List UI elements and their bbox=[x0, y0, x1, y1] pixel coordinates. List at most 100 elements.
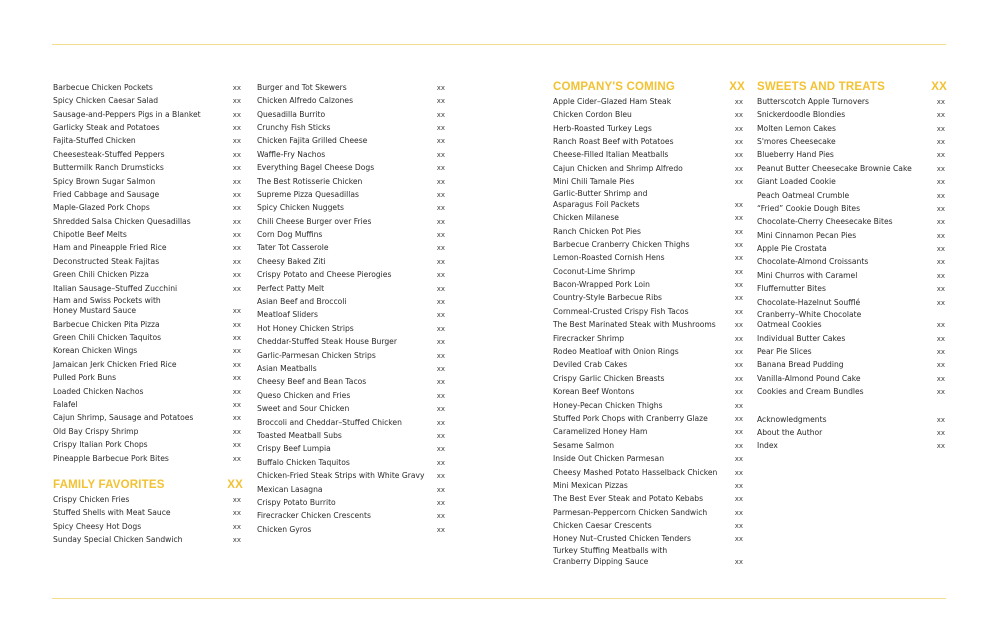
toc-entry[interactable]: Apple Cider–Glazed Ham Steak xx bbox=[553, 94, 745, 107]
toc-entry[interactable]: Chicken Caesar Crescents xx bbox=[553, 518, 745, 531]
toc-entry[interactable]: Cajun Chicken and Shrimp Alfredo xx bbox=[553, 161, 745, 174]
toc-entry[interactable]: Spicy Brown Sugar Salmon xx bbox=[53, 174, 243, 187]
toc-entry[interactable]: Cheesesteak-Stuffed Peppers xx bbox=[53, 147, 243, 160]
toc-entry[interactable]: Caramelized Honey Ham xx bbox=[553, 425, 745, 438]
toc-entry[interactable]: Molten Lemon Cakes xx bbox=[757, 121, 947, 134]
toc-entry[interactable]: Meatloaf Sliders xx bbox=[257, 308, 447, 321]
toc-entry[interactable]: Pineapple Barbecue Pork Bites xx bbox=[53, 451, 243, 464]
toc-entry[interactable]: Cheesy Beef and Bean Tacos xx bbox=[257, 375, 447, 388]
toc-entry[interactable]: Pear Pie Slices xx bbox=[757, 344, 947, 357]
toc-entry[interactable]: Mini Chili Tamale Pies xx bbox=[553, 174, 745, 187]
toc-entry[interactable]: Ranch Roast Beef with Potatoes xx bbox=[553, 134, 745, 147]
toc-entry[interactable]: Garlicky Steak and Potatoes xx bbox=[53, 120, 243, 133]
toc-entry[interactable]: Spicy Cheesy Hot Dogs xx bbox=[53, 519, 243, 532]
toc-entry[interactable]: Blueberry Hand Pies xx bbox=[757, 148, 947, 161]
toc-entry[interactable]: Falafel xx bbox=[53, 397, 243, 410]
toc-entry[interactable]: Crispy Beef Lumpia xx bbox=[257, 442, 447, 455]
toc-entry[interactable]: Barbecue Chicken Pockets xx bbox=[53, 80, 243, 93]
toc-entry[interactable]: Ham and Swiss Pockets with Honey Mustard… bbox=[53, 294, 243, 317]
toc-entry[interactable]: Corn Dog Muffins xx bbox=[257, 227, 447, 240]
toc-entry[interactable]: Snickerdoodle Blondies xx bbox=[757, 107, 947, 120]
toc-entry[interactable]: Chicken Milanese xx bbox=[553, 210, 745, 223]
toc-entry[interactable]: Apple Pie Crostata xx bbox=[757, 241, 947, 254]
toc-entry[interactable]: Bacon-Wrapped Pork Loin xx bbox=[553, 277, 745, 290]
toc-entry[interactable]: Crunchy Fish Sticks xx bbox=[257, 120, 447, 133]
toc-entry[interactable]: Buttermilk Ranch Drumsticks xx bbox=[53, 160, 243, 173]
toc-entry[interactable]: Cheesy Baked Ziti xx bbox=[257, 254, 447, 267]
toc-entry[interactable]: Green Chili Chicken Taquitos xx bbox=[53, 330, 243, 343]
toc-entry[interactable]: Chicken Fajita Grilled Cheese xx bbox=[257, 134, 447, 147]
toc-entry[interactable]: Everything Bagel Cheese Dogs xx bbox=[257, 160, 447, 173]
toc-entry[interactable]: Italian Sausage–Stuffed Zucchini xx bbox=[53, 281, 243, 294]
toc-entry[interactable]: Cranberry–White Chocolate Oatmeal Cookie… bbox=[757, 308, 947, 331]
toc-entry[interactable]: Sesame Salmon xx bbox=[553, 438, 745, 451]
toc-entry[interactable]: Parmesan-Peppercorn Chicken Sandwich xx bbox=[553, 505, 745, 518]
toc-entry[interactable]: Cajun Shrimp, Sausage and Potatoes xx bbox=[53, 411, 243, 424]
toc-entry[interactable]: Sweet and Sour Chicken xx bbox=[257, 401, 447, 414]
toc-entry[interactable]: Deconstructed Steak Fajitas xx bbox=[53, 254, 243, 267]
toc-entry[interactable]: Chicken Gyros xx bbox=[257, 522, 447, 535]
toc-entry[interactable]: About the Author xx bbox=[757, 425, 947, 438]
toc-entry[interactable]: Honey-Pecan Chicken Thighs xx bbox=[553, 398, 745, 411]
toc-entry[interactable]: Coconut-Lime Shrimp xx bbox=[553, 264, 745, 277]
toc-entry[interactable]: Crispy Chicken Fries xx bbox=[53, 492, 243, 505]
toc-entry[interactable]: The Best Rotisserie Chicken xx bbox=[257, 174, 447, 187]
toc-entry[interactable]: Pulled Pork Buns xx bbox=[53, 370, 243, 383]
toc-entry[interactable]: Hot Honey Chicken Strips xx bbox=[257, 321, 447, 334]
toc-entry[interactable]: Green Chili Chicken Pizza xx bbox=[53, 267, 243, 280]
toc-entry[interactable]: Butterscotch Apple Turnovers xx bbox=[757, 94, 947, 107]
toc-entry[interactable]: Barbecue Cranberry Chicken Thighs xx bbox=[553, 237, 745, 250]
toc-entry[interactable]: Asian Meatballs xx bbox=[257, 361, 447, 374]
toc-entry[interactable]: Maple-Glazed Pork Chops xx bbox=[53, 201, 243, 214]
toc-entry[interactable]: Lemon-Roasted Cornish Hens xx bbox=[553, 250, 745, 263]
section-heading[interactable]: FAMILY FAVORITES XX bbox=[53, 478, 243, 492]
toc-entry[interactable]: Queso Chicken and Fries xx bbox=[257, 388, 447, 401]
toc-entry[interactable]: Garlic-Butter Shrimp and Asparagus Foil … bbox=[553, 188, 745, 211]
toc-entry[interactable]: Honey Nut–Crusted Chicken Tenders xx bbox=[553, 532, 745, 545]
toc-entry[interactable]: Stuffed Shells with Meat Sauce xx bbox=[53, 506, 243, 519]
toc-entry[interactable]: Barbecue Chicken Pita Pizza xx bbox=[53, 317, 243, 330]
toc-entry[interactable]: Fajita-Stuffed Chicken xx bbox=[53, 134, 243, 147]
toc-entry[interactable]: Garlic-Parmesan Chicken Strips xx bbox=[257, 348, 447, 361]
toc-entry[interactable]: Crispy Potato and Cheese Pierogies xx bbox=[257, 267, 447, 280]
toc-entry[interactable]: Acknowledgments xx bbox=[757, 412, 947, 425]
toc-entry[interactable]: S'mores Cheesecake xx bbox=[757, 134, 947, 147]
toc-entry[interactable]: Crispy Potato Burrito xx bbox=[257, 495, 447, 508]
toc-entry[interactable]: Turkey Stuffing Meatballs with Cranberry… bbox=[553, 545, 745, 568]
toc-entry[interactable]: Firecracker Shrimp xx bbox=[553, 331, 745, 344]
toc-entry[interactable]: Mexican Lasagna xx bbox=[257, 482, 447, 495]
toc-entry[interactable]: Mini Churros with Caramel xx bbox=[757, 268, 947, 281]
toc-entry[interactable]: Crispy Garlic Chicken Breasts xx bbox=[553, 371, 745, 384]
toc-entry[interactable]: Spicy Chicken Caesar Salad xx bbox=[53, 93, 243, 106]
toc-entry[interactable]: Firecracker Chicken Crescents xx bbox=[257, 509, 447, 522]
toc-entry[interactable]: Waffle-Fry Nachos xx bbox=[257, 147, 447, 160]
toc-entry[interactable]: Sausage-and-Peppers Pigs in a Blanket xx bbox=[53, 107, 243, 120]
toc-entry[interactable]: Country-Style Barbecue Ribs xx bbox=[553, 291, 745, 304]
toc-entry[interactable]: Perfect Patty Melt xx bbox=[257, 281, 447, 294]
toc-entry[interactable]: Chili Cheese Burger over Fries xx bbox=[257, 214, 447, 227]
toc-entry[interactable]: Chocolate-Hazelnut Soufflé xx bbox=[757, 295, 947, 308]
toc-entry[interactable]: Inside Out Chicken Parmesan xx bbox=[553, 451, 745, 464]
toc-entry[interactable]: Fluffernutter Bites xx bbox=[757, 281, 947, 294]
toc-entry[interactable]: Korean Beef Wontons xx bbox=[553, 384, 745, 397]
toc-entry[interactable]: Cookies and Cream Bundles xx bbox=[757, 384, 947, 397]
toc-entry[interactable]: Chocolate-Almond Croissants xx bbox=[757, 255, 947, 268]
toc-entry[interactable]: “Fried” Cookie Dough Bites xx bbox=[757, 201, 947, 214]
toc-entry[interactable]: Chocolate-Cherry Cheesecake Bites xx bbox=[757, 215, 947, 228]
toc-entry[interactable]: Deviled Crab Cakes xx bbox=[553, 358, 745, 371]
toc-entry[interactable]: Asian Beef and Broccoli xx bbox=[257, 294, 447, 307]
toc-entry[interactable]: Old Bay Crispy Shrimp xx bbox=[53, 424, 243, 437]
toc-entry[interactable]: Korean Chicken Wings xx bbox=[53, 344, 243, 357]
toc-entry[interactable]: Jamaican Jerk Chicken Fried Rice xx bbox=[53, 357, 243, 370]
toc-entry[interactable]: Chipotle Beef Melts xx bbox=[53, 227, 243, 240]
toc-entry[interactable]: Broccoli and Cheddar–Stuffed Chicken xx bbox=[257, 415, 447, 428]
toc-entry[interactable]: Cheesy Mashed Potato Hasselback Chicken x… bbox=[553, 465, 745, 478]
toc-entry[interactable]: Fried Cabbage and Sausage xx bbox=[53, 187, 243, 200]
toc-entry[interactable]: Quesadilla Burrito xx bbox=[257, 107, 447, 120]
toc-entry[interactable]: Cheddar-Stuffed Steak House Burger xx bbox=[257, 334, 447, 347]
toc-entry[interactable]: Banana Bread Pudding xx bbox=[757, 358, 947, 371]
toc-entry[interactable]: Shredded Salsa Chicken Quesadillas xx bbox=[53, 214, 243, 227]
toc-entry[interactable]: Toasted Meatball Subs xx bbox=[257, 428, 447, 441]
section-heading[interactable]: SWEETS AND TREATS XX bbox=[757, 80, 947, 94]
toc-entry[interactable]: Spicy Chicken Nuggets xx bbox=[257, 201, 447, 214]
